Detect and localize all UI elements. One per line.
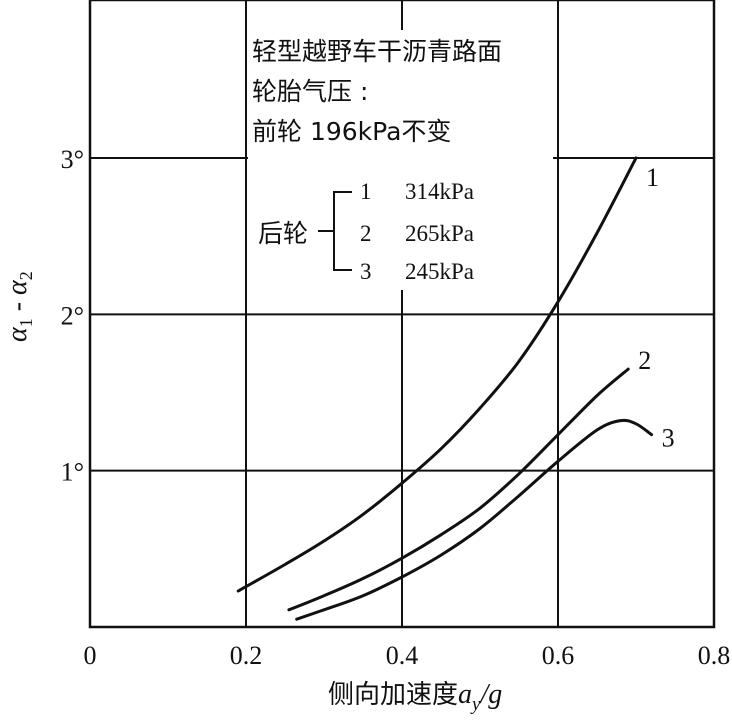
tick-labels: 0 0.2 0.4 0.6 0.8 1° 2° 3° (61, 145, 731, 670)
plot-frame (88, 0, 716, 629)
annotation-line-3: 前轮 196kPa不变 (252, 117, 451, 146)
x-tick-label-3: 0.6 (542, 641, 575, 670)
annotation: 轻型越野车干沥青路面 轮胎气压 : 前轮 196kPa不变 后轮 1 314kP… (252, 37, 502, 284)
annotation-line-2: 轮胎气压 : (252, 77, 368, 106)
series-label-3: 3 (662, 424, 675, 453)
rear-bracket (318, 191, 352, 271)
rear-item-1-num: 1 (360, 179, 372, 204)
series-line-1 (236, 156, 638, 593)
series-label-1: 1 (646, 163, 659, 192)
rear-item-3-num: 3 (360, 259, 372, 284)
rear-item-2-value: 265kPa (405, 221, 474, 246)
series-line-3 (295, 418, 654, 621)
x-axis-label-text: 侧向加速度 (328, 680, 458, 710)
y-axis-label: α1 - α2 (2, 271, 36, 342)
x-tick-label-4: 0.8 (698, 641, 731, 670)
series-labels: 1 2 3 (638, 163, 674, 453)
annotation-line-1: 轻型越野车干沥青路面 (252, 37, 502, 66)
y-tick-label-1: 2° (61, 301, 84, 330)
rear-wheel-label: 后轮 (258, 219, 308, 248)
rear-item-2-num: 2 (360, 221, 372, 246)
y-axis-label-a2: α (2, 279, 33, 295)
y-axis-label-minus: - (2, 295, 33, 318)
x-axis-label: 侧向加速度ay/g (328, 679, 502, 715)
y-axis-label-a1: α (2, 326, 33, 342)
y-axis-label-sub2: 2 (16, 271, 36, 280)
y-tick-label-2: 3° (61, 145, 84, 174)
series-label-2: 2 (638, 346, 651, 375)
x-tick-label-0: 0 (84, 641, 97, 670)
y-axis-label-sub1: 1 (16, 318, 36, 327)
curves (236, 156, 654, 621)
x-axis-label-sub: y (470, 694, 481, 715)
x-tick-label-2: 0.4 (386, 641, 419, 670)
y-tick-label-0: 1° (61, 458, 84, 487)
x-axis-label-tail: /g (478, 679, 502, 710)
x-axis-label-var: a (458, 679, 472, 710)
x-tick-label-1: 0.2 (230, 641, 263, 670)
rear-item-3-value: 245kPa (405, 259, 474, 284)
rear-item-1-value: 314kPa (405, 179, 474, 204)
series-line-2 (287, 367, 630, 612)
annotation-background (248, 30, 553, 290)
